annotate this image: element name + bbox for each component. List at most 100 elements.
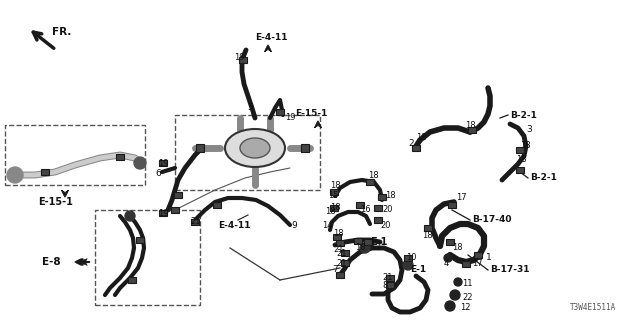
Text: 19: 19 <box>234 52 244 61</box>
Bar <box>366 179 374 185</box>
Text: 18: 18 <box>330 203 340 212</box>
Bar <box>341 250 349 256</box>
Bar <box>336 240 344 246</box>
Text: 18: 18 <box>385 190 396 199</box>
Text: 21: 21 <box>190 218 200 227</box>
Bar <box>424 225 432 231</box>
Bar <box>404 255 412 261</box>
Text: 18: 18 <box>452 244 463 252</box>
Text: B-17-40: B-17-40 <box>472 215 511 225</box>
Bar <box>386 275 394 281</box>
Text: 18: 18 <box>355 244 365 252</box>
Bar <box>341 260 349 266</box>
Bar <box>333 234 341 240</box>
Text: 22: 22 <box>462 292 472 301</box>
Bar <box>462 261 470 267</box>
Text: 7: 7 <box>332 266 338 275</box>
Bar <box>356 202 364 208</box>
Text: 10: 10 <box>406 253 417 262</box>
Bar <box>468 127 476 133</box>
Text: 18: 18 <box>516 156 527 164</box>
Text: 12: 12 <box>460 303 470 313</box>
Bar <box>116 154 124 160</box>
Bar <box>330 205 338 211</box>
Circle shape <box>125 211 135 221</box>
Text: E-8: E-8 <box>42 257 61 267</box>
Circle shape <box>134 157 146 169</box>
Bar <box>516 167 524 173</box>
Text: 13: 13 <box>370 244 381 252</box>
Bar <box>336 272 344 278</box>
Text: 18: 18 <box>465 121 476 130</box>
Bar <box>386 282 394 288</box>
Text: E-15-1: E-15-1 <box>38 197 73 207</box>
Circle shape <box>403 260 413 270</box>
Text: 19: 19 <box>158 209 168 218</box>
Text: 18: 18 <box>330 180 340 189</box>
Text: 18: 18 <box>422 231 433 241</box>
Bar <box>239 57 247 63</box>
Bar <box>446 239 454 245</box>
Bar <box>128 277 136 283</box>
Bar <box>412 145 420 151</box>
Bar <box>196 144 204 152</box>
Text: 20: 20 <box>382 205 392 214</box>
Text: 21: 21 <box>336 259 346 268</box>
Text: 21: 21 <box>333 245 344 254</box>
Bar <box>330 189 338 195</box>
Circle shape <box>454 278 462 286</box>
Text: 21: 21 <box>336 249 346 258</box>
Text: 19: 19 <box>285 114 296 123</box>
Text: 20: 20 <box>380 220 390 229</box>
Text: 8: 8 <box>382 281 388 290</box>
Text: 9: 9 <box>291 220 297 229</box>
Text: 15: 15 <box>328 191 339 201</box>
Text: 18: 18 <box>368 171 379 180</box>
Circle shape <box>450 290 460 300</box>
Text: B-2-1: B-2-1 <box>510 110 537 119</box>
Text: 1: 1 <box>486 253 492 262</box>
Text: 18: 18 <box>416 133 427 142</box>
Text: 18: 18 <box>333 229 344 238</box>
Bar <box>175 115 320 190</box>
Text: 17: 17 <box>472 260 483 268</box>
Ellipse shape <box>225 129 285 167</box>
Text: 18: 18 <box>520 140 531 149</box>
Text: 18: 18 <box>325 207 335 217</box>
Text: E-1: E-1 <box>410 266 426 275</box>
Text: 14: 14 <box>322 221 333 230</box>
Text: 6: 6 <box>155 169 161 178</box>
Circle shape <box>360 243 370 253</box>
Bar <box>136 237 144 243</box>
Text: 21: 21 <box>382 274 392 283</box>
Text: 5: 5 <box>247 103 253 113</box>
Circle shape <box>444 254 452 262</box>
Bar <box>354 238 362 244</box>
Text: E-1: E-1 <box>370 237 387 247</box>
Circle shape <box>7 167 23 183</box>
Bar <box>276 109 284 115</box>
Text: 2: 2 <box>408 140 413 148</box>
Text: B-2-1: B-2-1 <box>530 173 557 182</box>
Bar <box>374 205 382 211</box>
Text: 16: 16 <box>360 205 371 214</box>
Text: B-17-31: B-17-31 <box>490 266 529 275</box>
Text: E-15-1: E-15-1 <box>295 108 328 117</box>
Text: 17: 17 <box>456 194 467 203</box>
Bar <box>374 217 382 223</box>
Bar <box>301 144 309 152</box>
Text: 11: 11 <box>462 279 472 289</box>
Bar <box>364 239 372 245</box>
Bar <box>41 169 49 175</box>
Circle shape <box>445 301 455 311</box>
Bar <box>174 192 182 198</box>
Text: 19: 19 <box>158 158 168 167</box>
Bar <box>516 147 524 153</box>
Bar <box>5 125 145 185</box>
Ellipse shape <box>240 138 270 158</box>
Text: E-4-11: E-4-11 <box>218 220 250 229</box>
Bar <box>159 210 167 216</box>
Bar <box>213 202 221 208</box>
Text: E-4-11: E-4-11 <box>255 34 287 43</box>
Bar <box>474 252 482 258</box>
